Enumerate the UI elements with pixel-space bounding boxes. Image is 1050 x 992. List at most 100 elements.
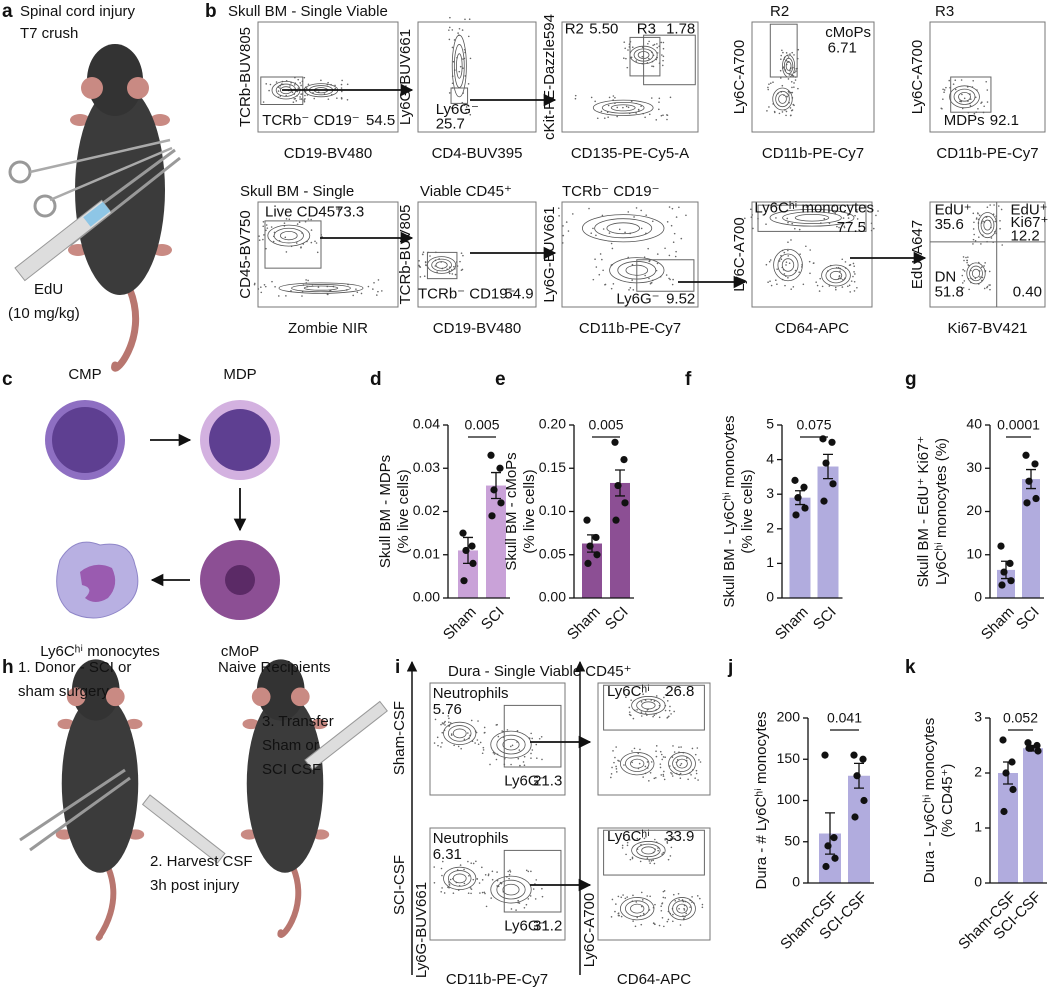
axis-label: Ly6C-A700	[909, 40, 926, 115]
event	[768, 106, 770, 108]
gate-label: 92.1	[990, 112, 1019, 129]
event	[474, 742, 476, 744]
contour	[431, 258, 452, 272]
event	[765, 263, 768, 266]
event	[940, 107, 943, 110]
gate-label: 9.52	[666, 291, 695, 308]
event	[631, 761, 633, 764]
event	[962, 256, 965, 258]
contour	[620, 897, 655, 921]
event	[773, 111, 776, 114]
event	[805, 206, 808, 208]
event	[419, 266, 422, 268]
panel-label: a	[2, 1, 13, 22]
axis-label: Ly6G-BUV661	[397, 29, 414, 125]
event	[307, 83, 310, 86]
event	[834, 286, 837, 289]
event	[628, 706, 631, 709]
event	[798, 228, 801, 231]
axis-label: CD19-BV480	[284, 145, 372, 162]
event	[983, 105, 985, 108]
event	[450, 734, 453, 736]
event	[484, 892, 486, 895]
axis-label: TCRb-BUV805	[397, 204, 414, 304]
event	[643, 837, 646, 840]
contour	[490, 875, 532, 904]
contour	[625, 900, 650, 917]
event	[690, 774, 692, 776]
event	[823, 217, 826, 220]
data-point	[853, 772, 861, 780]
event	[620, 915, 623, 918]
ear	[105, 687, 125, 707]
event	[661, 853, 663, 855]
event	[595, 234, 597, 237]
event	[662, 890, 665, 893]
gate-label: 6.71	[828, 39, 857, 56]
y-tick-label: 150	[777, 750, 801, 766]
event	[440, 867, 443, 870]
y-tick-label: 0.00	[539, 589, 566, 605]
head	[87, 44, 143, 116]
contour	[668, 752, 696, 776]
mouse	[55, 659, 145, 941]
data-point	[860, 796, 868, 805]
event	[448, 721, 450, 723]
data-point	[997, 542, 1005, 550]
event	[510, 763, 512, 766]
axis-label: Zombie NIR	[288, 320, 368, 337]
y-tick-label: 40	[966, 416, 982, 432]
gate	[603, 829, 705, 876]
event	[788, 92, 790, 94]
event	[525, 903, 528, 906]
event	[657, 849, 659, 852]
event	[258, 239, 261, 241]
event	[654, 776, 657, 779]
data-point	[851, 813, 859, 821]
event	[630, 699, 632, 701]
event	[629, 287, 632, 289]
event	[652, 65, 655, 68]
event	[795, 68, 798, 70]
event	[793, 54, 795, 56]
event	[661, 902, 664, 904]
event	[772, 81, 774, 84]
data-point	[1000, 807, 1008, 816]
event	[459, 260, 461, 263]
event	[453, 265, 455, 268]
event	[821, 285, 824, 288]
event	[802, 283, 805, 286]
data-point	[822, 862, 830, 871]
event	[615, 768, 618, 770]
event	[699, 761, 702, 763]
bar	[789, 497, 811, 598]
x-tick-label: SCI	[1013, 604, 1043, 634]
gate	[636, 259, 695, 292]
event	[268, 89, 270, 92]
label: (10 mg/kg)	[8, 305, 80, 322]
event	[360, 292, 363, 295]
event	[299, 82, 301, 84]
event	[483, 726, 486, 729]
event	[836, 225, 838, 228]
data-point	[999, 736, 1007, 744]
event	[669, 838, 672, 840]
event	[285, 295, 287, 297]
event	[253, 283, 256, 286]
event	[603, 117, 606, 119]
y-tick-label: 20	[966, 502, 982, 518]
plot-title: R3	[935, 3, 954, 20]
plot-title: R2	[770, 3, 789, 20]
event	[518, 749, 521, 751]
paw	[310, 718, 328, 730]
event	[636, 916, 639, 919]
panel-label: i	[395, 657, 400, 678]
event	[258, 235, 260, 237]
event	[636, 837, 639, 840]
event	[768, 83, 770, 85]
contour	[451, 34, 467, 98]
event	[660, 909, 663, 912]
event	[672, 893, 675, 896]
bar	[848, 775, 870, 883]
event	[664, 709, 667, 712]
